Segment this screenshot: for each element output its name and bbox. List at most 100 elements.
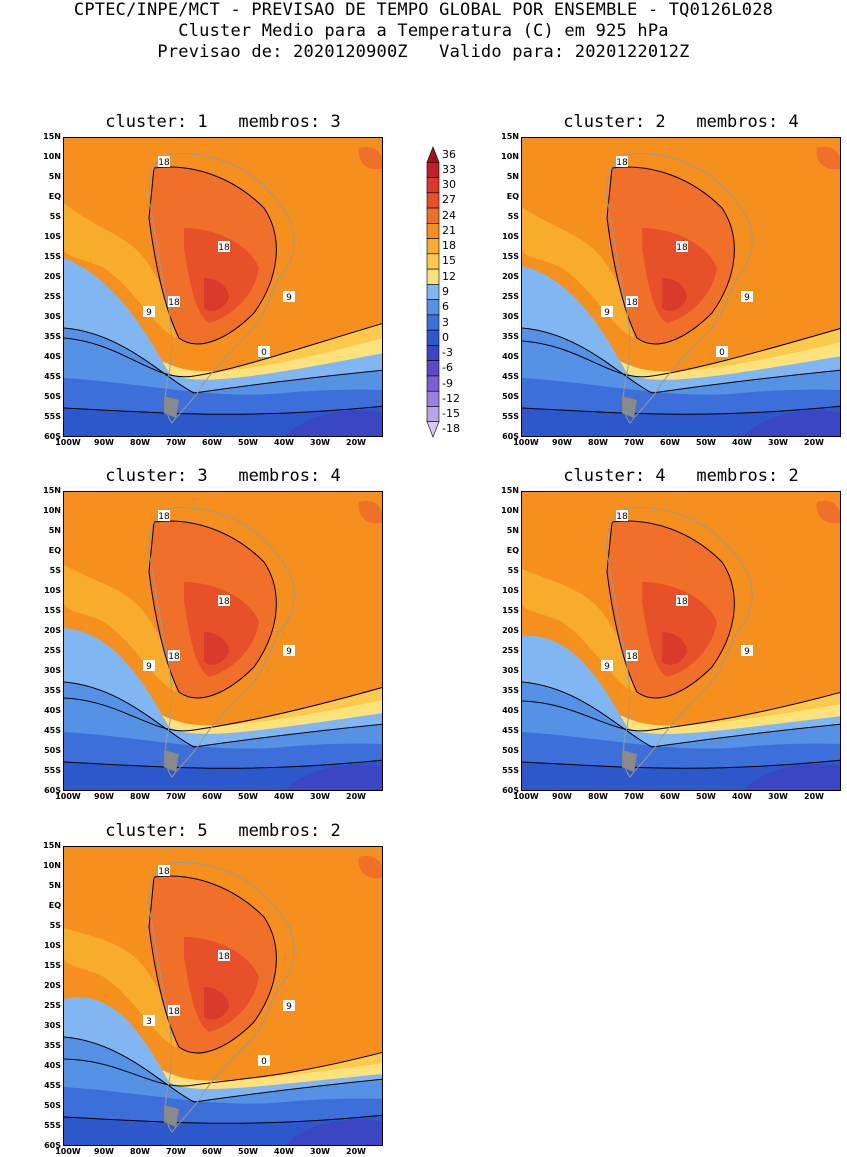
band-27 — [642, 228, 717, 323]
lat-tick-label: 10N — [43, 861, 61, 870]
lat-tick-label: 35S — [44, 332, 61, 341]
contour-line — [606, 166, 735, 345]
lon-tick-label: 70W — [624, 792, 644, 801]
contour-line — [64, 687, 382, 732]
lon-tick-label: 60W — [202, 438, 222, 447]
contour-line — [522, 327, 840, 394]
contour-line — [522, 759, 840, 769]
lon-tick-label: 20W — [346, 1147, 366, 1156]
colorbar-swatch — [426, 406, 440, 423]
lon-tick-label: 80W — [588, 438, 608, 447]
lon-tick-label: 40W — [274, 1147, 294, 1156]
lat-tick-label: 20S — [44, 981, 61, 990]
lon-tick-label: 40W — [274, 792, 294, 801]
contour-label: 9 — [143, 306, 155, 318]
svg-text:18: 18 — [158, 512, 170, 522]
svg-text:18: 18 — [676, 597, 688, 607]
lon-tick-label: 60W — [202, 792, 222, 801]
contour-line — [606, 520, 735, 699]
lat-tick-label: 30S — [44, 312, 61, 321]
lat-tick-label: 50S — [44, 392, 61, 401]
lat-tick-label: 40S — [502, 352, 519, 361]
lon-tick-label: 70W — [166, 1147, 186, 1156]
band-24-ne — [816, 500, 840, 524]
colorbar-swatch — [426, 345, 440, 361]
svg-text:18: 18 — [168, 1007, 180, 1017]
lat-tick-label: 5S — [507, 212, 519, 221]
contour-label: 18 — [676, 241, 688, 253]
lon-tick-label: 80W — [130, 792, 150, 801]
lon-tick-label: 60W — [660, 438, 680, 447]
tierra-del-fuego — [621, 395, 638, 419]
colorbar-label: 3 — [442, 315, 449, 329]
lat-tick-label: 55S — [502, 412, 519, 421]
svg-text:18: 18 — [616, 512, 628, 522]
lat-tick-label: 5S — [49, 921, 61, 930]
lat-tick-label: 20S — [502, 272, 519, 281]
contour-label: 18 — [168, 296, 180, 308]
lat-tick-label: 15N — [43, 841, 61, 850]
lat-tick-label: 10S — [502, 232, 519, 241]
band-minus3 — [285, 764, 382, 790]
contour-label: 18 — [168, 650, 180, 662]
colorbar-label: -15 — [442, 407, 460, 421]
band-24-ne — [358, 500, 382, 524]
contour-label: 9 — [283, 291, 295, 303]
contour-label: 18 — [626, 296, 638, 308]
lon-tick-label: 50W — [238, 438, 258, 447]
contour-label: 18 — [168, 1005, 180, 1017]
lat-tick-label: 30S — [502, 312, 519, 321]
lat-tick-label: 5N — [506, 172, 519, 181]
band-30 — [204, 632, 229, 665]
lat-tick-label: 5N — [48, 881, 61, 890]
lat-tick-label: 55S — [44, 766, 61, 775]
contour-line — [64, 1036, 382, 1103]
lat-tick-label: 45S — [502, 726, 519, 735]
contour-label: 9 — [283, 645, 295, 657]
lat-tick-label: 50S — [44, 746, 61, 755]
lon-tick-label: 30W — [768, 438, 788, 447]
colorbar-label: 6 — [442, 300, 449, 314]
colorbar-swatch — [426, 192, 440, 209]
colorbar-label: 30 — [442, 178, 456, 192]
lat-tick-label: 25S — [44, 1001, 61, 1010]
lat-tick-label: 5S — [507, 566, 519, 575]
colorbar-swatch — [426, 299, 440, 316]
lat-tick-label: 35S — [502, 686, 519, 695]
lon-tick-label: 100W — [55, 1147, 81, 1156]
band-30 — [662, 278, 687, 311]
lat-tick-label: 5S — [49, 566, 61, 575]
lat-tick-label: 10S — [502, 586, 519, 595]
colorbar-swatch — [426, 253, 440, 270]
lon-tick-label: 50W — [238, 1147, 258, 1156]
panel-title: cluster: 3 membros: 4 — [105, 466, 341, 486]
colorbar-swatch — [426, 284, 440, 300]
contour-line — [148, 166, 277, 345]
svg-text:18: 18 — [218, 243, 230, 253]
band-27 — [184, 228, 259, 323]
lat-tick-label: 15N — [43, 486, 61, 495]
header-line-1: CPTEC/INPE/MCT - PREVISAO DE TEMPO GLOBA… — [73, 0, 774, 20]
lat-tick-label: 10N — [501, 506, 519, 515]
svg-text:18: 18 — [676, 243, 688, 253]
svg-text:18: 18 — [168, 652, 180, 662]
lat-tick-label: 10S — [44, 232, 61, 241]
panel-title: cluster: 2 membros: 4 — [563, 112, 799, 132]
lat-tick-label: 45S — [44, 726, 61, 735]
contour-line — [64, 1114, 382, 1124]
lat-tick-label: 40S — [44, 706, 61, 715]
tierra-del-fuego — [621, 749, 638, 773]
lat-tick-label: 30S — [44, 666, 61, 675]
lat-tick-label: 10S — [44, 586, 61, 595]
contour-line — [64, 405, 382, 415]
svg-text:9: 9 — [744, 293, 750, 303]
lon-tick-label: 20W — [346, 438, 366, 447]
contour-label: 18 — [218, 595, 230, 607]
contour-label: 18 — [158, 156, 170, 168]
lat-tick-label: 40S — [44, 352, 61, 361]
svg-text:0: 0 — [719, 348, 725, 358]
band-27 — [642, 582, 717, 677]
contour-label: 0 — [716, 346, 728, 358]
colorbar-swatch — [426, 238, 440, 255]
lat-tick-label: EQ — [506, 546, 519, 555]
